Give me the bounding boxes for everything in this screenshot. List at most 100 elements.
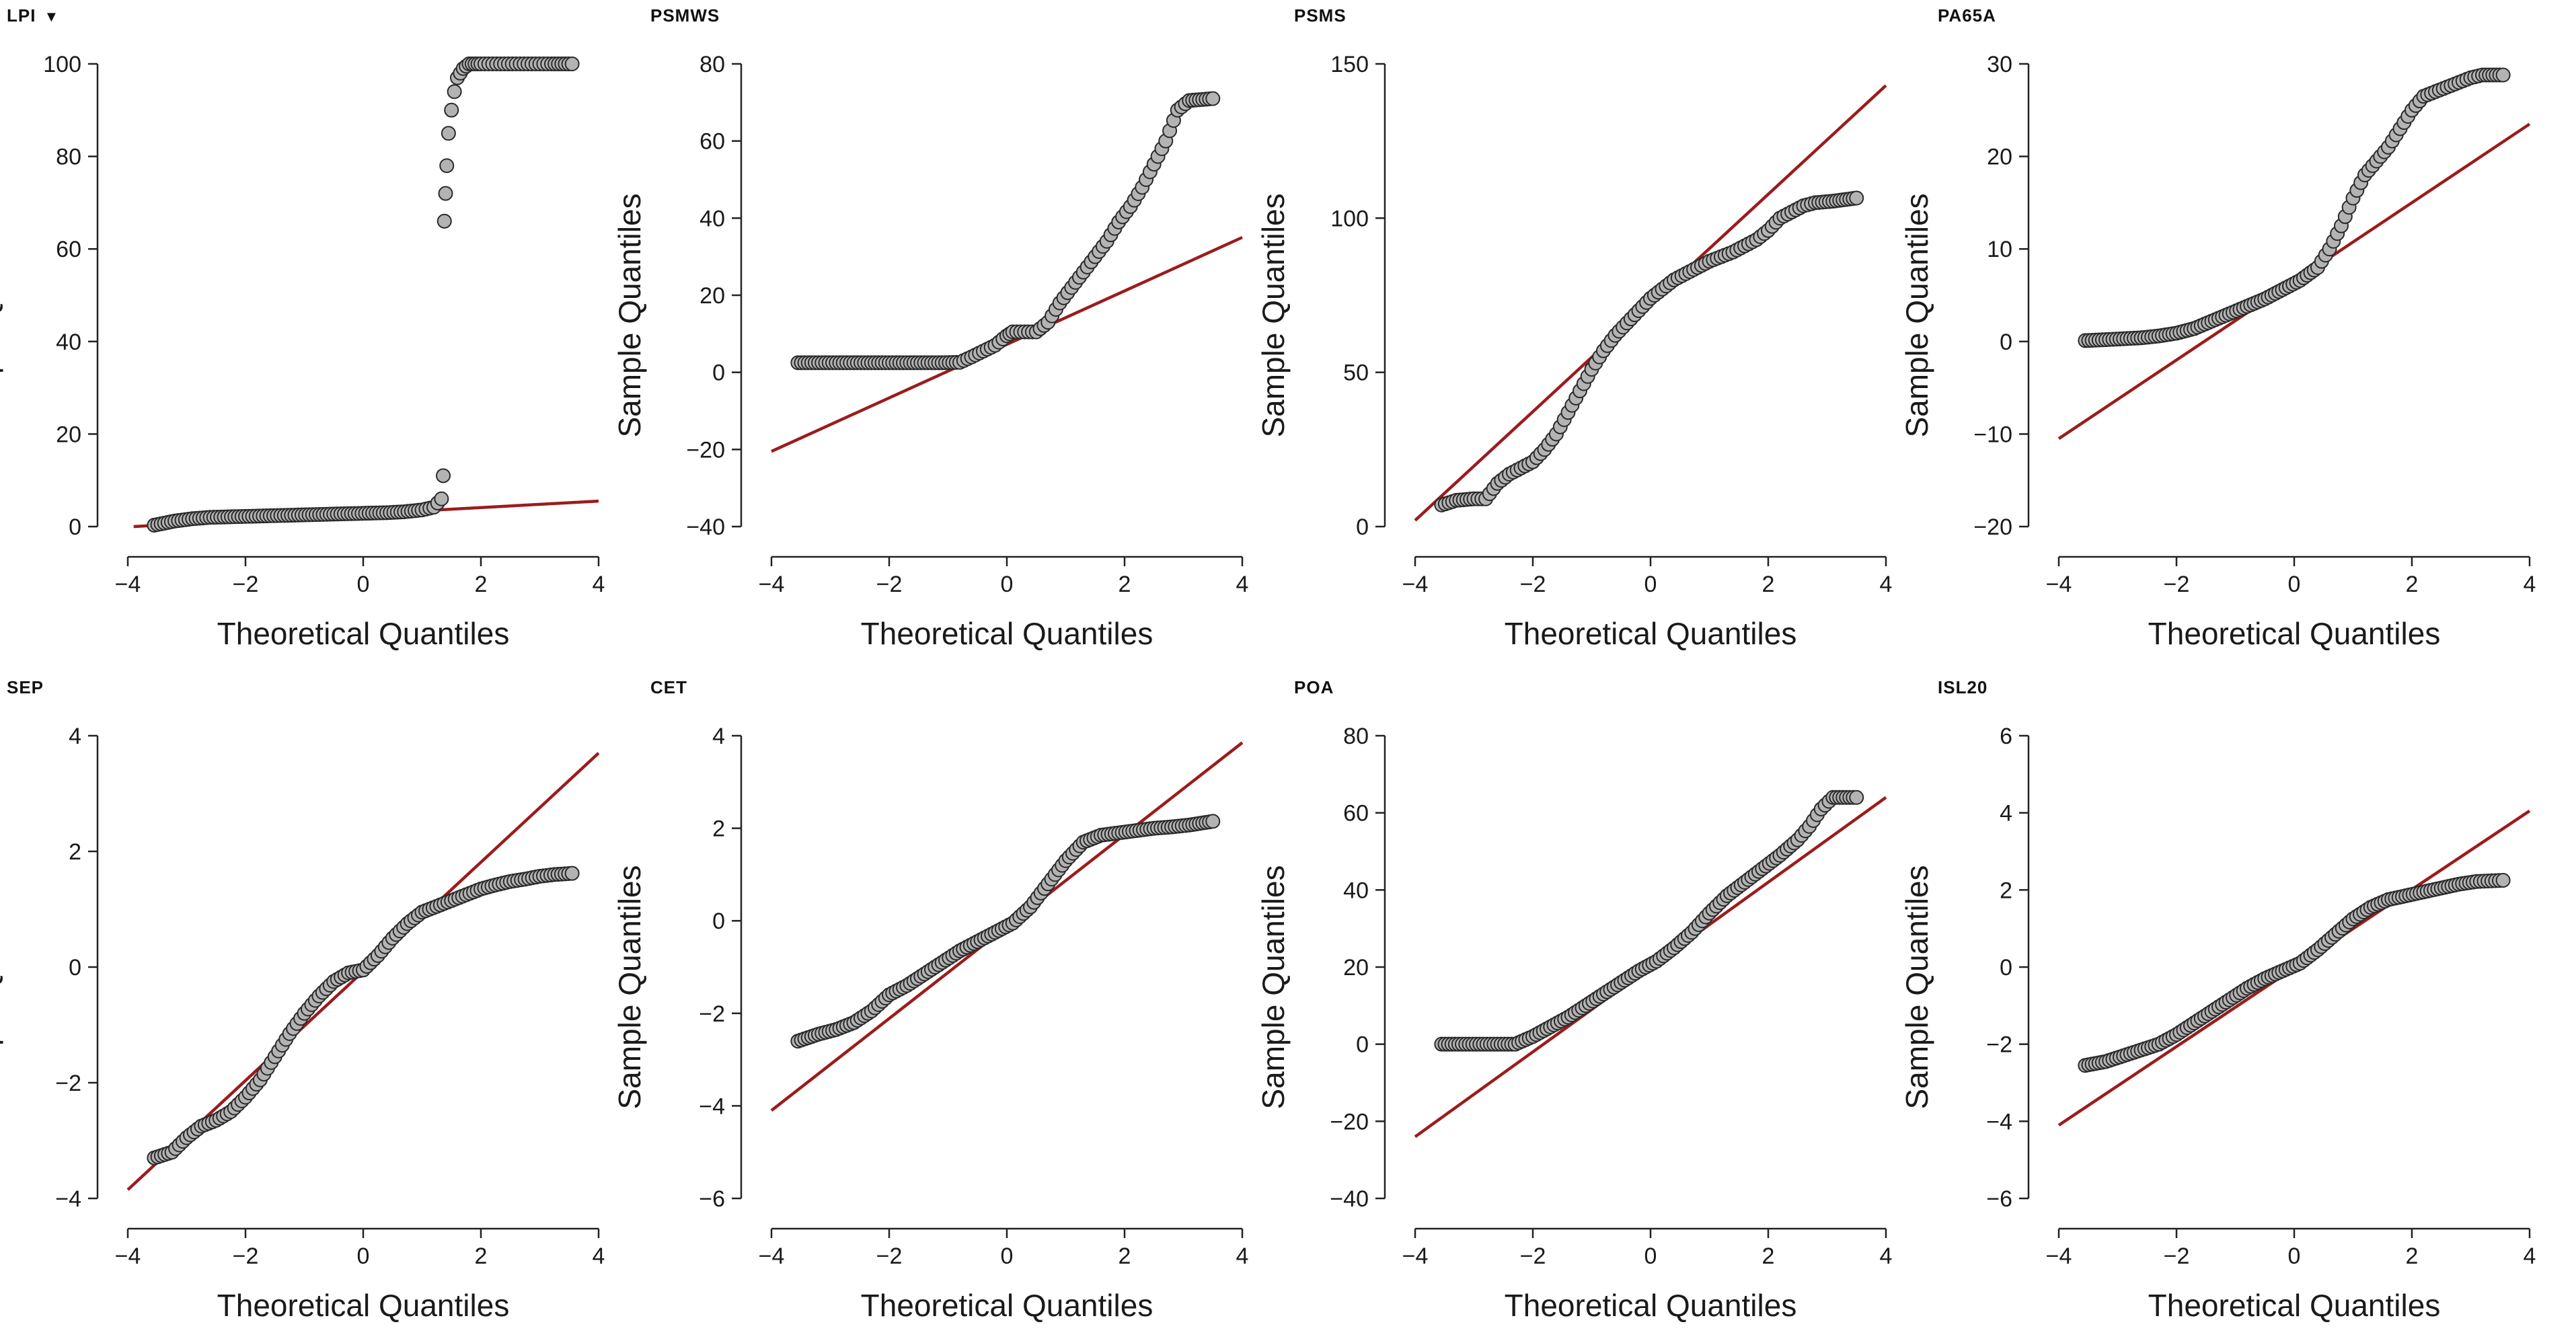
x-tick-label: −2 [233,572,259,597]
y-tick-label: 0 [2000,330,2012,355]
x-tick-label: −2 [233,1243,259,1269]
panel-title: PA65A [1938,5,1996,26]
y-axis-label: Sample Quantiles [612,193,647,437]
x-tick-label: −4 [2046,572,2072,597]
x-tick-label: −4 [1402,1243,1429,1269]
x-tick-label: 4 [1880,572,1893,597]
y-tick-label: 40 [1343,878,1369,903]
x-tick-label: 4 [2524,572,2536,597]
sample-points [1434,790,1864,1052]
x-tick-label: 0 [1001,1243,1014,1269]
y-tick-label: 0 [712,909,725,934]
panel-title: CET [650,677,687,698]
y-tick-label: 4 [2000,801,2012,827]
y-tick-label: 2 [69,839,81,865]
y-tick-label: 2 [712,816,725,842]
panel-title: SEP [7,677,44,698]
y-axis-label: Sample Quantiles [0,865,3,1109]
x-tick-label: 2 [1762,572,1775,597]
x-tick-label: −4 [759,572,785,597]
x-tick-label: 2 [1119,572,1131,597]
y-tick-label: 80 [699,52,725,77]
x-tick-label: 0 [2288,1243,2301,1269]
y-tick-label: 20 [1987,145,2012,170]
sample-points [790,91,1221,371]
x-axis-label: Theoretical Quantiles [2148,1288,2441,1323]
y-tick-label: 20 [56,422,81,447]
y-tick-label: 80 [1343,724,1369,749]
y-tick-label: −4 [699,1093,725,1119]
y-tick-label: −20 [1973,514,2012,540]
y-tick-label: −4 [1986,1109,2012,1135]
y-tick-label: −20 [686,437,725,463]
y-tick-label: 0 [712,360,725,386]
x-axis-label: Theoretical Quantiles [217,616,510,651]
y-axis-label: Sample Quantiles [1899,193,1934,437]
x-tick-label: 0 [2288,572,2301,597]
y-tick-label: 0 [2000,955,2012,981]
x-tick-label: 2 [2406,1243,2419,1269]
y-tick-label: −40 [1330,1186,1369,1212]
y-tick-label: 20 [699,283,725,309]
qq-panel-psmws: PSMWS −40 −20 0 20 40 60 80 −4 −2 0 2 4 Theoretical Q… [612,0,1287,671]
data-point [437,213,452,229]
y-axis-label: Sample Quantiles [1256,193,1291,437]
x-tick-label: −4 [115,1243,141,1269]
x-tick-label: −2 [876,572,903,597]
data-point [2495,67,2511,83]
y-tick-label: 60 [699,129,725,155]
x-tick-label: −4 [115,572,141,597]
panel-title-text: SEP [7,677,44,697]
x-axis-label: Theoretical Quantiles [2148,616,2441,651]
qq-plot: 0 50 100 150 −4 −2 0 2 4 Theoretical Quantiles Sam… [1256,52,1893,651]
x-tick-label: 2 [475,1243,488,1269]
qq-plot: 0 20 40 60 80 100 −4 −2 0 2 4 Theoretical Quantiles… [0,52,605,651]
panel-title: PSMWS [650,5,720,26]
qq-panel-sep: SEP −4 −2 0 2 4 −4 −2 0 2 4 Theoretical Quantiles Sa… [0,672,644,1343]
data-point [564,56,580,71]
x-tick-label: −4 [759,1243,785,1269]
x-tick-label: 4 [1880,1243,1893,1269]
x-tick-label: 4 [1236,1243,1249,1269]
sample-points [2078,67,2511,348]
y-tick-label: 6 [2000,724,2012,749]
x-tick-label: 4 [593,572,605,597]
x-tick-label: −4 [2046,1243,2072,1269]
data-point [1849,790,1864,805]
panel-title-text: ISL20 [1938,677,1988,697]
y-tick-label: −40 [686,514,725,540]
data-point [1205,814,1221,829]
x-axis-label: Theoretical Quantiles [1505,616,1797,651]
chevron-down-icon[interactable]: ▼ [44,8,60,25]
y-axis-label: Sample Quantiles [1256,865,1291,1109]
data-point [447,84,462,100]
x-tick-label: 0 [1644,572,1657,597]
data-point [444,102,459,118]
y-tick-label: 20 [1343,955,1369,981]
qq-panel-lpi: LPI ▼ 0 20 40 60 80 100 −4 −2 0 2 4 Theoretical Quant… [0,0,644,671]
sample-points [1434,190,1864,512]
x-axis-label: Theoretical Quantiles [861,1288,1153,1323]
y-tick-label: −2 [55,1071,81,1096]
x-axis-label: Theoretical Quantiles [217,1288,510,1323]
y-axis-label: Sample Quantiles [1899,865,1934,1109]
x-tick-label: 2 [1119,1243,1131,1269]
y-tick-label: −2 [699,1001,725,1027]
panel-title: LPI ▼ [7,5,59,26]
sample-points [147,866,580,1165]
data-point [439,158,455,174]
y-tick-label: −4 [55,1186,81,1212]
y-tick-label: 100 [43,52,81,77]
x-tick-label: 0 [1001,572,1014,597]
data-point [1849,190,1864,206]
qq-plot: −4 −2 0 2 4 −4 −2 0 2 4 Theoretical Quantiles Sampl… [0,724,605,1323]
y-tick-label: 10 [1987,237,2012,262]
data-point [434,491,449,506]
data-point [438,186,453,201]
y-tick-label: 60 [56,237,81,262]
y-tick-label: 2 [2000,878,2012,903]
y-tick-label: 40 [56,330,81,355]
x-tick-label: 2 [1762,1243,1775,1269]
